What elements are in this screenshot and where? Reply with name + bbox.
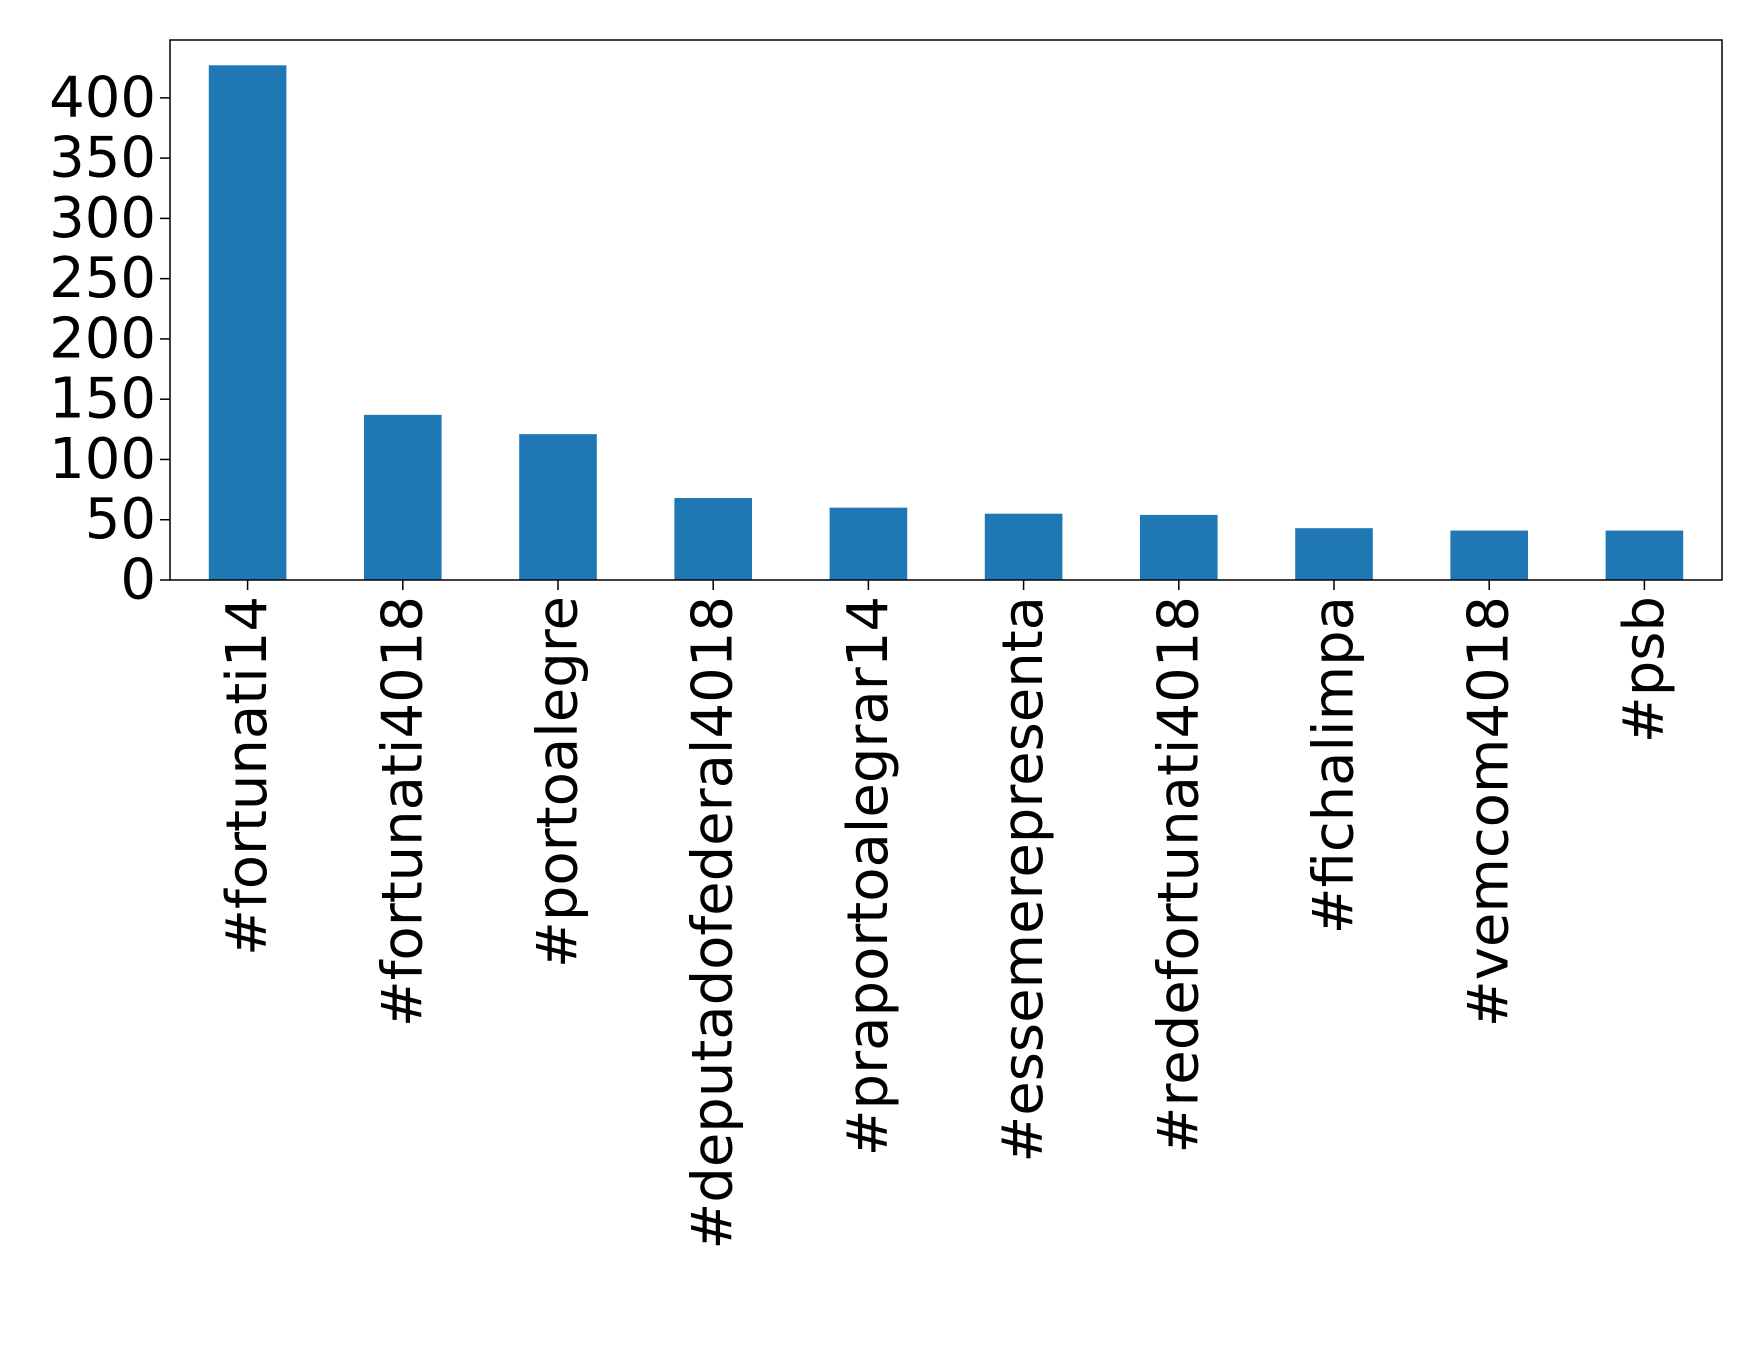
bar bbox=[829, 507, 908, 580]
y-tick-label: 50 bbox=[85, 487, 156, 552]
bar bbox=[1450, 530, 1528, 580]
x-tick-label: #redefortunati4018 bbox=[1146, 596, 1211, 1153]
x-tick-label: #vemcom4018 bbox=[1457, 596, 1522, 1027]
y-tick-label: 400 bbox=[49, 65, 156, 130]
y-tick-label: 350 bbox=[49, 126, 156, 191]
y-tick-label: 150 bbox=[49, 367, 156, 432]
x-axis: #fortunati14 #fortunati4018 #portoalegre #d… bbox=[215, 580, 1677, 1250]
y-tick-label: 200 bbox=[49, 306, 156, 371]
bars-group bbox=[208, 65, 1684, 580]
x-tick-label: #fortunati14 bbox=[215, 596, 280, 956]
bar bbox=[674, 498, 752, 580]
y-tick-label: 300 bbox=[49, 186, 156, 251]
y-tick-label: 100 bbox=[49, 427, 156, 492]
bar bbox=[1605, 530, 1684, 580]
x-tick-label: #fortunati4018 bbox=[370, 596, 435, 1027]
x-tick-label: #deputadofederal4018 bbox=[681, 596, 746, 1250]
bar bbox=[1295, 528, 1373, 580]
bar bbox=[984, 513, 1063, 580]
bar bbox=[208, 65, 287, 580]
x-tick-label: #praportoalegrar14 bbox=[836, 596, 901, 1156]
y-tick-label: 0 bbox=[120, 548, 156, 613]
plot-frame bbox=[169, 39, 1723, 581]
x-tick-label: #psb bbox=[1612, 596, 1677, 743]
bar bbox=[519, 434, 597, 580]
y-tick-label: 250 bbox=[49, 246, 156, 311]
x-tick-label: #essemerepresenta bbox=[991, 596, 1056, 1163]
bar bbox=[1140, 514, 1218, 580]
bar bbox=[364, 414, 442, 580]
x-tick-label: #fichalimpa bbox=[1302, 596, 1367, 934]
x-tick-label: #portoalegre bbox=[526, 596, 591, 968]
